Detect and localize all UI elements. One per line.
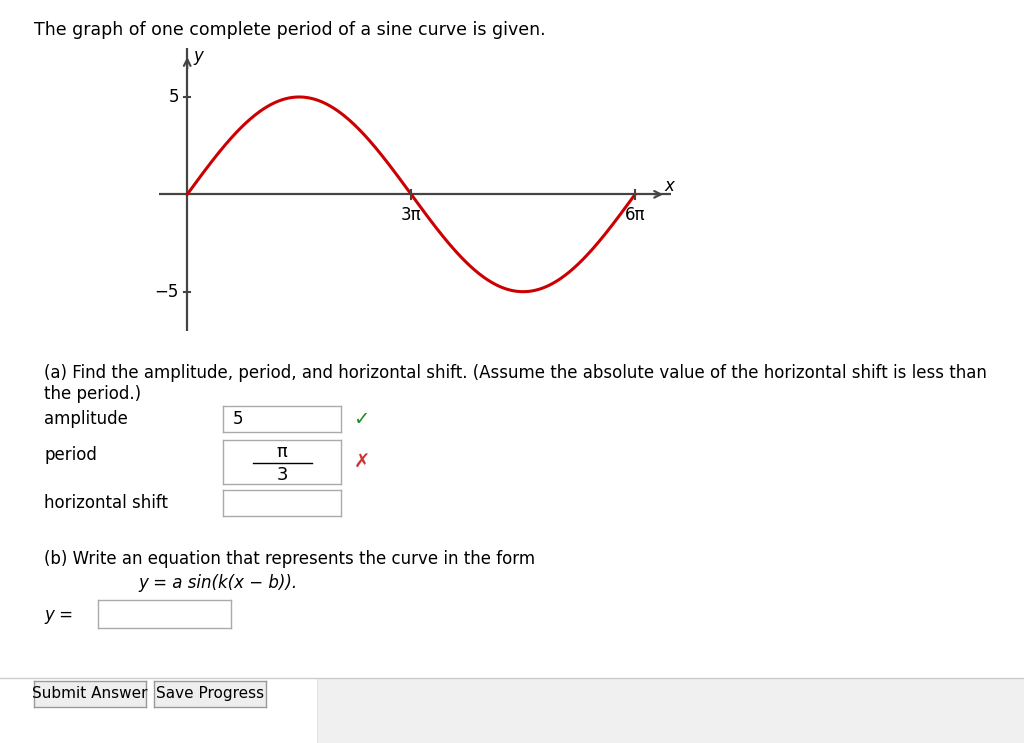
Text: 5: 5: [232, 410, 243, 429]
Text: horizontal shift: horizontal shift: [44, 494, 168, 512]
Text: Save Progress: Save Progress: [156, 687, 264, 701]
Text: Submit Answer: Submit Answer: [33, 687, 147, 701]
Text: ✗: ✗: [353, 452, 370, 472]
Text: −5: −5: [155, 282, 179, 301]
Text: 3: 3: [276, 466, 288, 484]
Text: the period.): the period.): [44, 385, 141, 403]
Text: (a) Find the amplitude, period, and horizontal shift. (Assume the absolute value: (a) Find the amplitude, period, and hori…: [44, 364, 987, 382]
Text: The graph of one complete period of a sine curve is given.: The graph of one complete period of a si…: [34, 21, 546, 39]
Text: amplitude: amplitude: [44, 410, 128, 428]
Text: 3π: 3π: [400, 206, 422, 224]
Text: 5: 5: [168, 88, 179, 106]
Text: x: x: [665, 177, 675, 195]
Text: ✓: ✓: [353, 410, 370, 429]
Text: π: π: [276, 444, 288, 461]
Text: 6π: 6π: [625, 206, 645, 224]
Text: period: period: [44, 446, 97, 464]
Text: y: y: [194, 47, 203, 65]
Text: y = a sin(k(x − b)).: y = a sin(k(x − b)).: [138, 574, 297, 591]
Text: y =: y =: [44, 606, 73, 623]
Text: (b) Write an equation that represents the curve in the form: (b) Write an equation that represents th…: [44, 550, 536, 568]
